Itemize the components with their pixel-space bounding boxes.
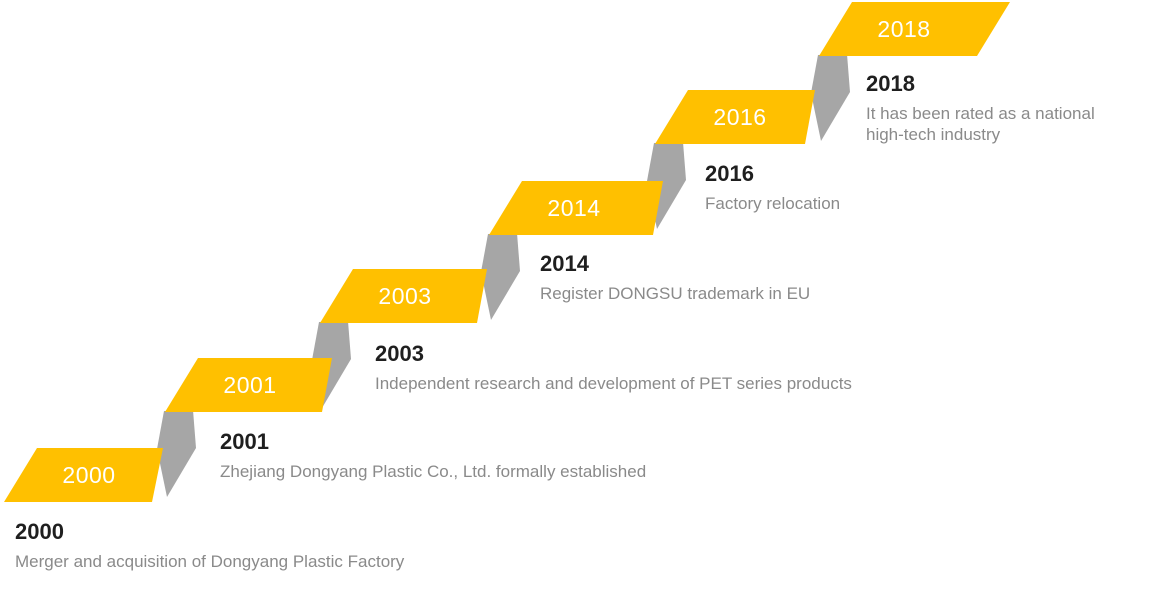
milestone-2016-description: Factory relocation [705, 194, 841, 213]
connector-2003-2014 [481, 233, 520, 320]
milestone-2003-year: 2003 [375, 341, 424, 366]
step-year-2014: 2014 [547, 195, 600, 221]
milestone-2018: 2018 It has been rated as a national hig… [866, 71, 1118, 145]
step-year-2000: 2000 [62, 462, 115, 488]
milestone-2016-year: 2016 [705, 161, 754, 186]
milestone-2000-year: 2000 [15, 519, 64, 544]
step-2014 [489, 181, 663, 235]
step-2003 [320, 269, 487, 323]
milestone-2014-year: 2014 [540, 251, 589, 276]
milestone-2003: 2003 Independent research and developmen… [375, 341, 852, 394]
milestone-2014: 2014 Register DONGSU trademark in EU [540, 251, 810, 304]
step-year-2001: 2001 [223, 372, 276, 398]
milestone-2014-description: Register DONGSU trademark in EU [540, 284, 811, 303]
step-2016 [655, 90, 815, 144]
milestone-2018-description: It has been rated as a national high-tec… [866, 104, 1095, 144]
milestone-2001-year: 2001 [220, 429, 269, 454]
step-year-2003: 2003 [378, 283, 431, 309]
milestone-2000: 2000 Merger and acquisition of Dongyang … [15, 519, 404, 572]
connector-2016-2018 [811, 54, 850, 141]
step-2001 [165, 358, 332, 412]
milestone-2000-description: Merger and acquisition of Dongyang Plast… [15, 552, 405, 571]
milestone-2018-year: 2018 [866, 71, 915, 96]
milestone-2016: 2016 Factory relocation [705, 161, 840, 214]
connector-2000-2001 [157, 410, 196, 497]
step-2000 [4, 448, 163, 502]
milestone-2001: 2001 Zhejiang Dongyang Plastic Co., Ltd.… [220, 429, 646, 482]
step-year-2016: 2016 [713, 104, 766, 130]
milestone-2003-description: Independent research and development of … [375, 374, 852, 393]
step-2018 [819, 2, 1010, 56]
milestone-2001-description: Zhejiang Dongyang Plastic Co., Ltd. form… [220, 462, 647, 481]
step-year-2018: 2018 [877, 16, 930, 42]
